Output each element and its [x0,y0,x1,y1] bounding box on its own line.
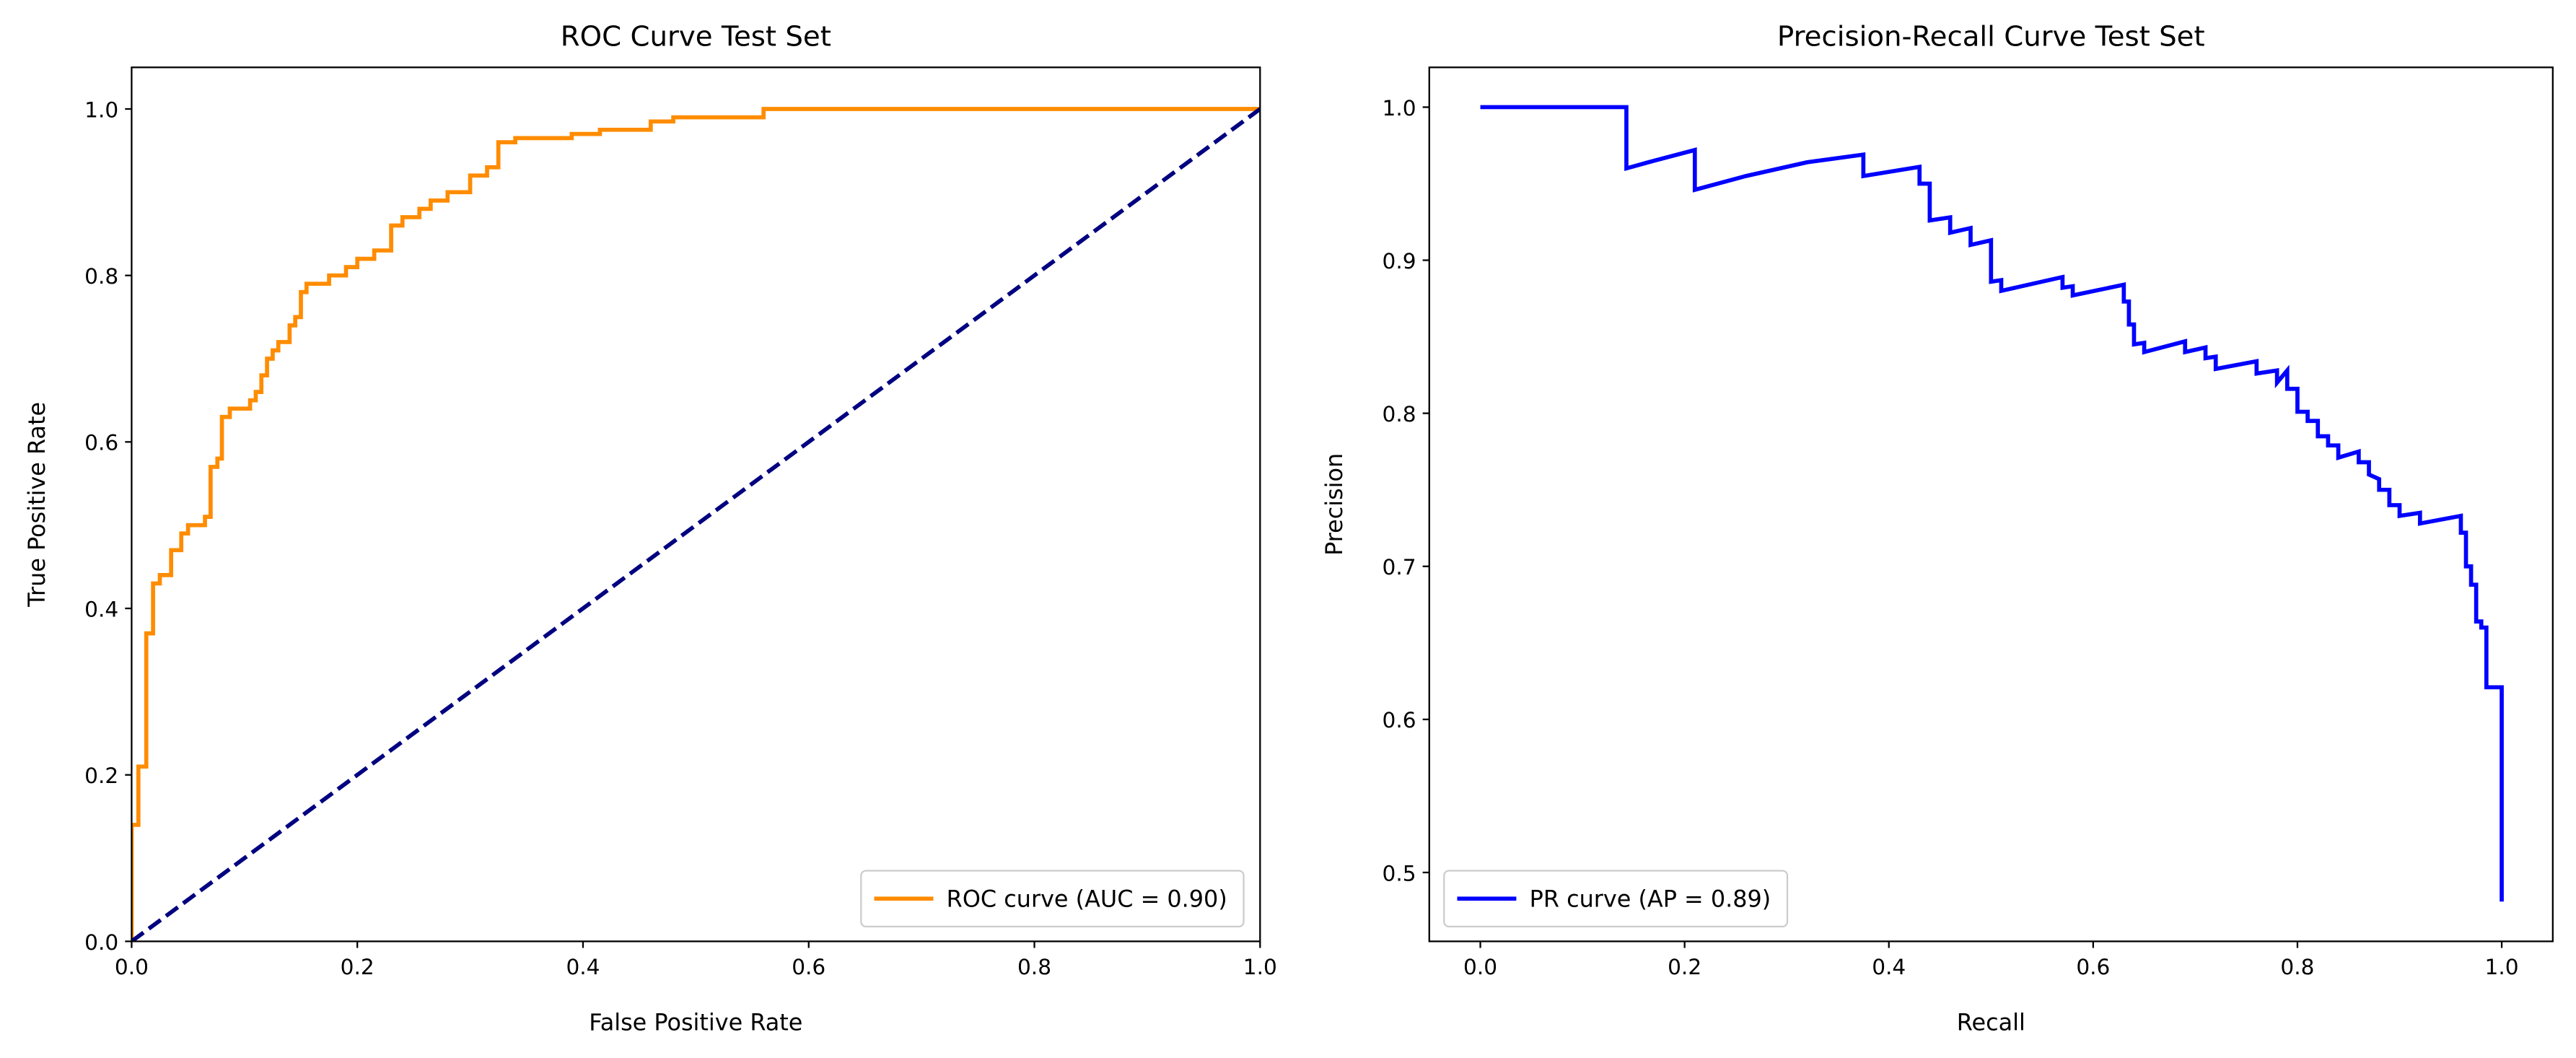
y-tick-label: 0.5 [1383,861,1416,886]
x-tick-label: 0.8 [1017,955,1051,979]
y-tick-label: 0.6 [84,431,118,455]
y-tick-label: 0.7 [1383,555,1416,580]
chart: 0.0 0.2 0.4 0.6 0.8 1.0 0.0 0.2 0.4 0.6 0.8 1.0 ROC … [23,21,1277,1036]
x-axis-label: Recall [1957,1008,2025,1036]
y-tick-label: 0.6 [1383,708,1416,733]
legend: ROC curve (AUC = 0.90) [860,870,1245,928]
x-tick-label: 0.6 [792,955,825,979]
x-axis-label: False Positive Rate [589,1008,802,1036]
y-tick-label: 0.9 [1383,249,1416,274]
y-axis-label: True Positive Rate [23,402,51,608]
y-tick-label: 0.4 [84,597,118,621]
legend-frame [860,870,1245,928]
x-tick-label: 0.4 [1872,955,1906,979]
x-tick-label: 1.0 [1243,955,1277,979]
x-tick-label: 0.2 [1668,955,1701,979]
y-tick-label: 1.0 [84,97,118,122]
legend: PR curve (AP = 0.89) [1443,870,1789,928]
chart-title: ROC Curve Test Set [561,21,831,53]
legend-frame [1443,870,1789,928]
x-tick-label: 0.0 [115,955,149,979]
x-tick-label: 0.8 [2280,955,2314,979]
chart: 0.0 0.2 0.4 0.6 0.8 1.0 0.5 0.6 0.7 0.8 0.9 1.0 Prec… [1320,21,2554,1036]
x-tick-label: 0.4 [566,955,600,979]
legend-label: ROC curve (AUC = 0.90) [947,886,1227,913]
x-tick-label: 1.0 [2485,955,2519,979]
x-tick-label: 0.0 [1463,955,1497,979]
y-tick-label: 0.2 [84,764,118,788]
plot-frame [131,66,1261,943]
y-tick-label: 0.0 [84,930,118,955]
y-tick-label: 1.0 [1383,96,1416,121]
y-tick-label: 0.8 [84,264,118,289]
y-axis-label: Precision [1320,453,1348,556]
chart-title: Precision-Recall Curve Test Set [1777,21,2205,53]
x-tick-label: 0.2 [341,955,374,979]
curve [1480,105,2504,902]
x-tick-label: 0.6 [2076,955,2110,979]
curve [131,107,1261,942]
legend-label: PR curve (AP = 0.89) [1530,886,1771,913]
y-tick-label: 0.8 [1383,402,1416,427]
plot-frame [1428,66,2554,943]
curve [131,107,1261,942]
